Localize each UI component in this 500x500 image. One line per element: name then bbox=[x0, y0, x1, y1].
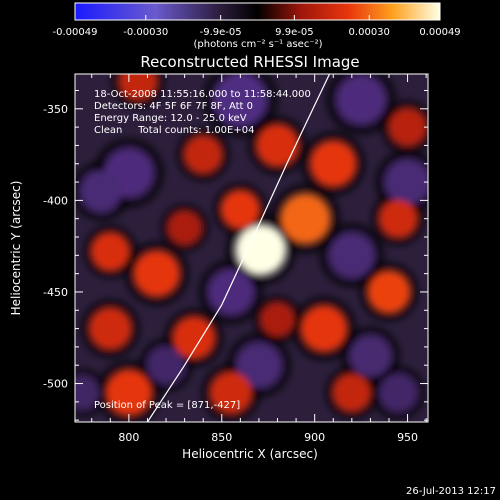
heatmap-source bbox=[310, 141, 356, 187]
y-axis-ticks: -350 -400 -450 -500 bbox=[43, 89, 428, 421]
heatmap-source bbox=[89, 308, 131, 350]
x-axis-label: Heliocentric X (arcsec) bbox=[182, 447, 318, 461]
y-tick-label: -400 bbox=[43, 194, 68, 207]
footer-timestamp: 26-Jul-2013 12:17 bbox=[406, 486, 496, 497]
colorbar-tick-label: -0.00030 bbox=[123, 27, 168, 38]
heatmap-source bbox=[214, 74, 267, 126]
colorbar-units: (photons cm⁻² s⁻¹ asec⁻²) bbox=[193, 39, 322, 50]
heatmap-source bbox=[236, 342, 282, 388]
heatmap-source bbox=[208, 269, 254, 315]
colorbar: -0.00049 -0.00030 -9.9e-05 9.9e-05 0.00030 0.… bbox=[53, 2, 461, 50]
solar-limb-line bbox=[146, 74, 331, 422]
y-tick-label: -500 bbox=[43, 378, 68, 391]
heatmap-source bbox=[260, 302, 295, 337]
colorbar-tick-label: 0.00030 bbox=[349, 27, 390, 38]
colorbar-tick-label: -0.00049 bbox=[53, 27, 98, 38]
heatmap-source bbox=[80, 170, 122, 212]
heatmap-peak-core bbox=[249, 238, 272, 261]
colorbar-gradient bbox=[74, 2, 441, 21]
x-axis-ticks: 800 850 900 950 bbox=[91, 74, 427, 444]
heatmap-source bbox=[167, 211, 202, 245]
info-line-method: Clean Total counts: 1.00E+04 bbox=[94, 125, 254, 136]
heatmap-source bbox=[379, 200, 417, 238]
heatmap-source bbox=[379, 374, 417, 412]
heatmap-source bbox=[349, 335, 391, 377]
chart-title: Reconstructed RHESSI Image bbox=[140, 53, 359, 71]
plot-area bbox=[75, 74, 428, 422]
y-tick-label: -350 bbox=[43, 103, 68, 116]
info-line-time: 18-Oct-2008 11:55:16.000 to 11:58:44.000 bbox=[94, 89, 311, 100]
heatmap-source bbox=[336, 75, 386, 124]
heatmap-source bbox=[257, 124, 298, 166]
heatmap-source bbox=[134, 251, 180, 296]
heatmap-source bbox=[281, 194, 330, 243]
colorbar-tick-label: 0.00049 bbox=[419, 27, 460, 38]
colorbar-ticks: -0.00049 -0.00030 -9.9e-05 9.9e-05 0.00030 0.… bbox=[53, 15, 461, 38]
heatmap-source bbox=[368, 271, 410, 313]
heatmap-source bbox=[210, 372, 252, 414]
heatmap-source bbox=[221, 190, 259, 229]
info-line-detectors: Detectors: 4F 5F 6F 7F 8F, Att 0 bbox=[94, 101, 253, 112]
heatmap-sources bbox=[75, 74, 428, 422]
heatmap-source bbox=[184, 136, 222, 174]
x-tick-label: 850 bbox=[211, 431, 232, 444]
heatmap-source bbox=[147, 346, 185, 384]
y-axis-label: Heliocentric Y (arcsec) bbox=[9, 181, 23, 316]
colorbar-tick-label: 9.9e-05 bbox=[275, 27, 313, 38]
x-tick-label: 950 bbox=[397, 431, 418, 444]
x-tick-label: 900 bbox=[304, 431, 325, 444]
heatmap-source bbox=[301, 306, 347, 351]
heatmap-source bbox=[75, 375, 100, 410]
x-tick-label: 800 bbox=[118, 431, 139, 444]
info-annotations: 18-Oct-2008 11:55:16.000 to 11:58:44.000… bbox=[94, 89, 311, 136]
peak-position-label: Position of Peak = [871,-427] bbox=[94, 400, 240, 411]
heatmap-source bbox=[385, 159, 428, 205]
heatmap-source bbox=[329, 233, 375, 278]
info-line-energy: Energy Range: 12.0 - 25.0 keV bbox=[94, 113, 247, 124]
heatmap-source bbox=[91, 233, 129, 271]
y-tick-label: -450 bbox=[43, 286, 68, 299]
heatmap-source bbox=[173, 317, 215, 359]
colorbar-tick-label: -9.9e-05 bbox=[200, 27, 242, 38]
heatmap-source bbox=[333, 374, 371, 412]
heatmap-source bbox=[388, 108, 427, 146]
heatmap-source bbox=[106, 370, 152, 415]
plot-frame bbox=[74, 73, 429, 423]
